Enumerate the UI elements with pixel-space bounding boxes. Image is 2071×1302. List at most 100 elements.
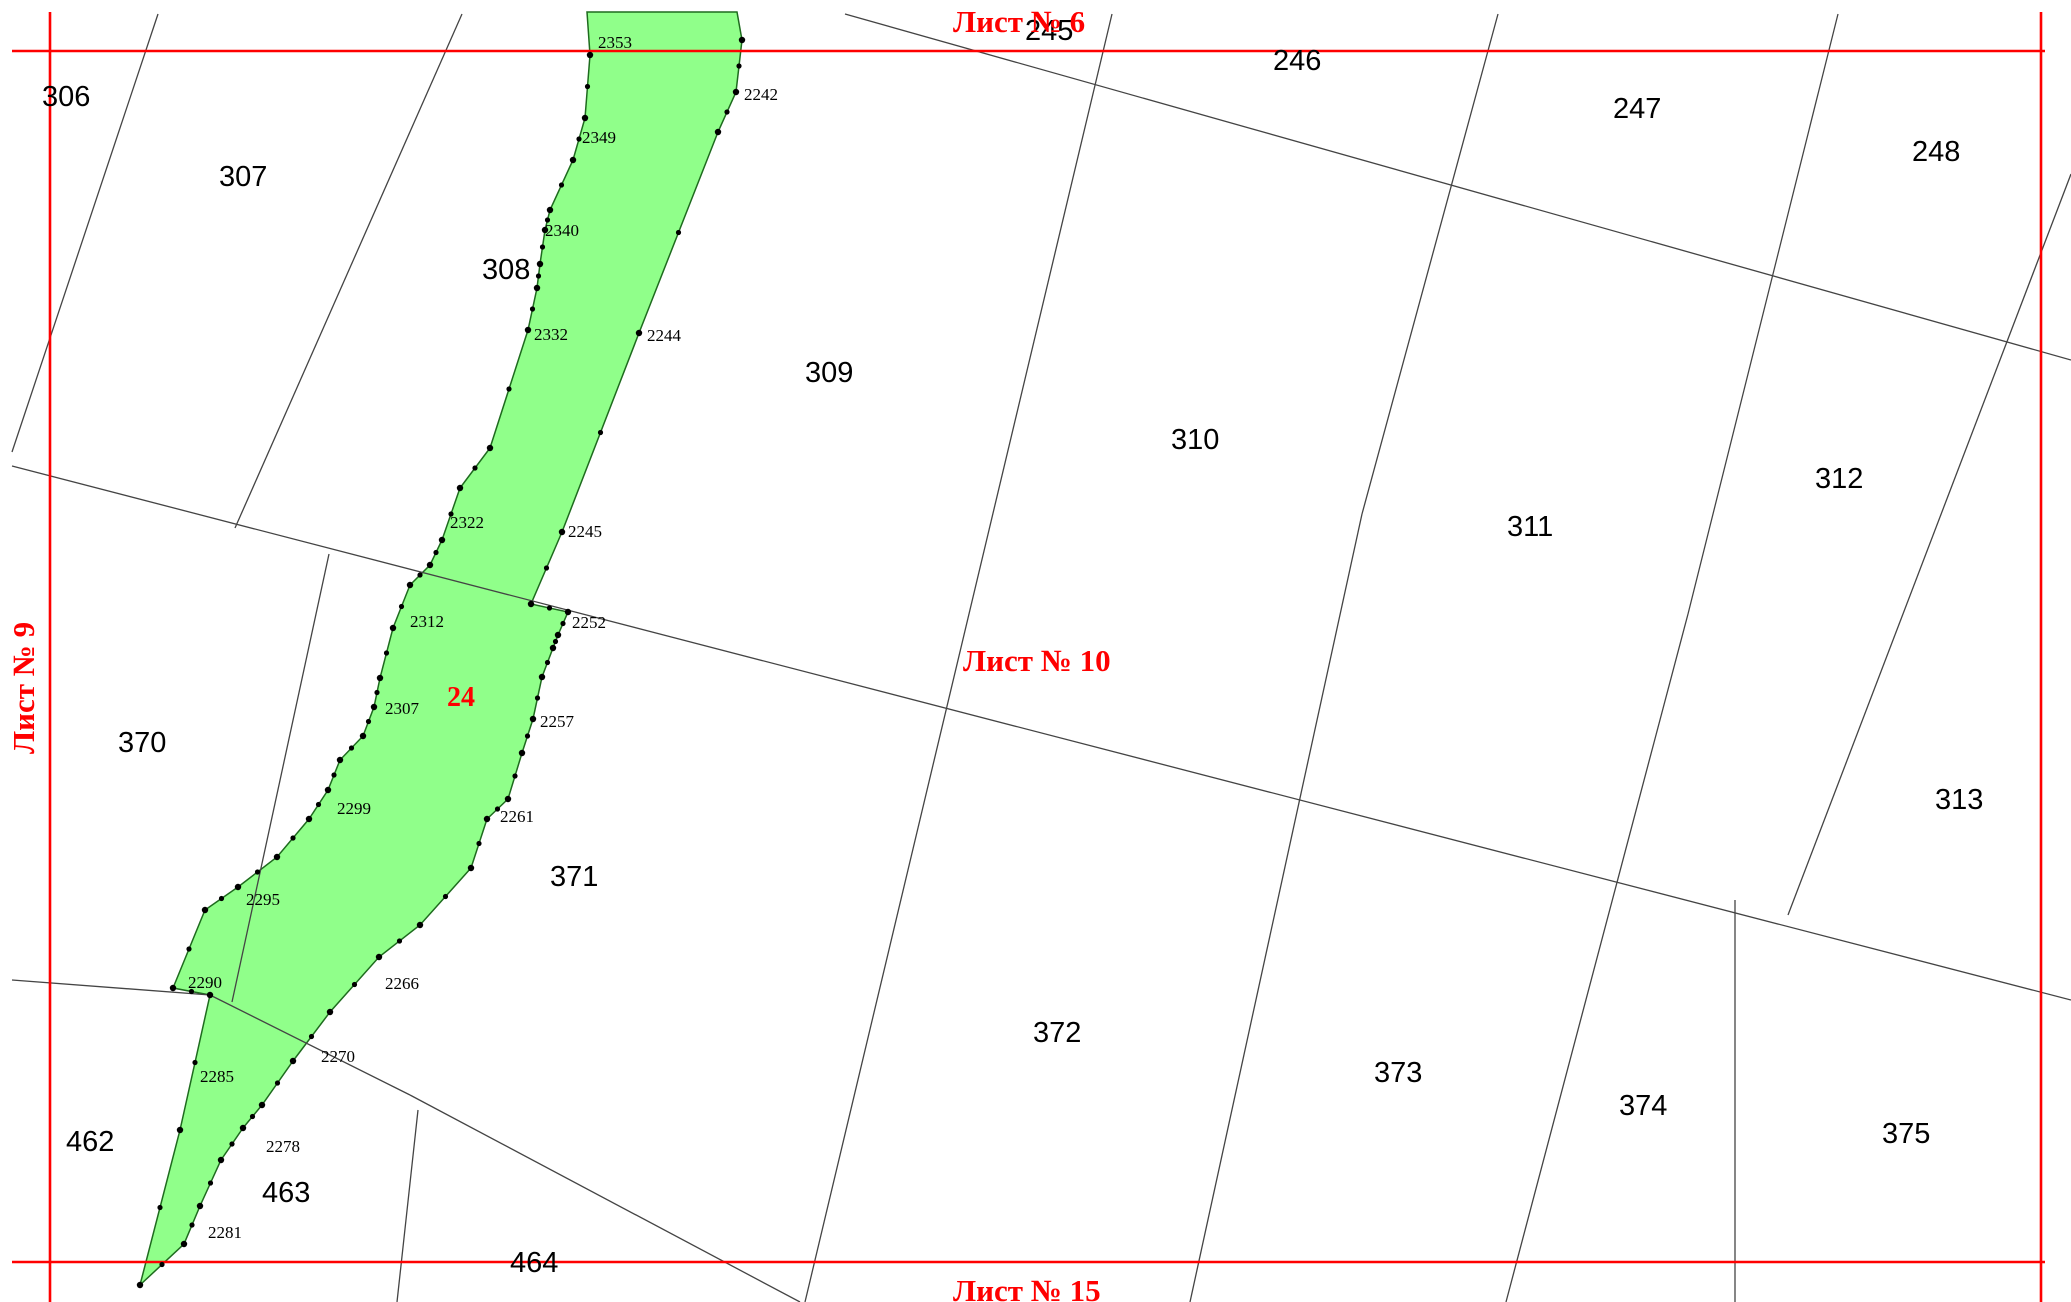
boundary-line xyxy=(11,465,2071,1001)
boundary-vertex xyxy=(539,244,546,250)
boundary-vertex xyxy=(217,1156,225,1164)
boundary-vertex xyxy=(438,536,446,544)
boundary-vertex xyxy=(456,484,464,492)
boundary-vertex xyxy=(249,1113,256,1120)
boundary-vertex xyxy=(581,114,589,122)
boundary-vertex xyxy=(176,1126,184,1134)
zone-label: 24 xyxy=(447,682,475,713)
boundary-vertex xyxy=(558,528,566,536)
boundary-vertex xyxy=(533,284,541,292)
boundary-vertex xyxy=(157,1204,163,1211)
boundary-vertex xyxy=(586,51,594,59)
sheet-label-top: Лист № 6 xyxy=(953,4,1085,39)
boundary-vertex xyxy=(732,88,740,96)
parcel-label: 464 xyxy=(510,1247,558,1279)
boundary-line xyxy=(396,1109,419,1302)
boundary-vertex xyxy=(416,921,424,929)
boundary-vertex xyxy=(324,786,332,794)
boundary-vertex xyxy=(273,853,281,861)
point-label: 2242 xyxy=(744,85,778,104)
boundary-vertex xyxy=(576,136,582,142)
point-label: 2244 xyxy=(647,326,682,345)
point-label: 2252 xyxy=(572,613,606,632)
parcel-label: 313 xyxy=(1935,784,1983,816)
parcel-label: 306 xyxy=(42,81,90,113)
boundary-vertex xyxy=(476,840,482,847)
boundary-vertex xyxy=(486,444,494,452)
point-label: 2261 xyxy=(500,807,534,826)
boundary-vertex xyxy=(417,572,423,578)
boundary-vertex xyxy=(736,63,742,69)
boundary-vertex xyxy=(180,1240,188,1248)
boundary-vertex xyxy=(383,650,390,656)
boundary-vertex xyxy=(541,226,549,234)
boundary-vertices xyxy=(136,36,746,1289)
boundary-vertex xyxy=(376,674,384,682)
point-label: 2290 xyxy=(188,973,222,992)
boundary-line xyxy=(209,994,411,1096)
boundary-vertex xyxy=(159,1261,165,1268)
point-label: 2285 xyxy=(200,1067,234,1086)
sheet-label-center: Лист № 10 xyxy=(963,643,1111,678)
point-label: 2312 xyxy=(410,612,444,631)
boundary-vertex xyxy=(714,128,722,136)
boundary-vertex xyxy=(524,733,531,739)
parcel-label: 247 xyxy=(1613,93,1661,125)
boundary-vertex xyxy=(675,229,682,236)
boundary-vertex xyxy=(305,815,313,823)
boundary-line xyxy=(1361,13,1499,515)
boundary-vertex xyxy=(348,745,355,751)
boundary-vertex xyxy=(512,773,518,779)
boundary-vertex xyxy=(544,217,551,223)
point-label: 2270 xyxy=(321,1047,355,1066)
point-label: 2278 xyxy=(266,1137,300,1156)
point-label: 2307 xyxy=(385,699,420,718)
boundary-vertex xyxy=(433,549,439,556)
zone-24-area[interactable] xyxy=(138,11,743,1288)
boundary-vertex xyxy=(370,703,378,711)
boundary-vertex xyxy=(239,1124,247,1132)
boundary-vertex xyxy=(738,36,746,44)
parcel-label: 246 xyxy=(1273,45,1321,77)
boundary-vertex xyxy=(229,1141,235,1147)
boundary-vertex xyxy=(467,864,475,872)
point-labels: 2353 2242 2349 2340 2332 2244 2322 2245 … xyxy=(188,33,778,1242)
boundary-vertex xyxy=(584,83,591,90)
point-label: 2266 xyxy=(385,974,419,993)
boundary-vertex xyxy=(544,659,551,666)
boundary-vertex xyxy=(426,561,434,569)
boundary-line xyxy=(844,13,2071,361)
boundary-vertex xyxy=(535,273,542,279)
parcel-label: 463 xyxy=(262,1177,310,1209)
point-label: 2322 xyxy=(450,513,484,532)
boundary-line xyxy=(11,979,211,996)
boundary-vertex xyxy=(442,893,449,900)
parcel-label: 309 xyxy=(805,357,853,389)
parcel-label: 374 xyxy=(1619,1090,1667,1122)
boundary-vertex xyxy=(546,605,553,611)
boundary-vertex xyxy=(374,689,380,696)
boundary-vertex xyxy=(365,718,372,725)
boundary-vertex xyxy=(534,695,541,701)
boundary-vertex xyxy=(448,511,454,517)
boundary-vertex xyxy=(336,756,344,764)
boundary-vertex xyxy=(192,1059,198,1066)
point-label: 2281 xyxy=(208,1223,242,1242)
boundary-vertex xyxy=(375,953,383,961)
boundary-vertex xyxy=(597,429,604,436)
point-label: 2353 xyxy=(598,33,632,52)
boundary-line xyxy=(1687,13,1839,615)
point-label: 2340 xyxy=(545,221,579,240)
boundary-vertex xyxy=(290,835,296,841)
boundary-vertex xyxy=(724,109,730,115)
boundary-vertex xyxy=(188,988,195,995)
boundary-vertex xyxy=(258,1101,266,1109)
point-label: 2299 xyxy=(337,799,371,818)
point-label: 2245 xyxy=(568,522,602,541)
boundary-vertex xyxy=(564,608,572,616)
boundary-vertex xyxy=(136,1281,144,1289)
parcel-label: 370 xyxy=(118,727,166,759)
boundary-vertex xyxy=(569,156,577,164)
boundary-vertex xyxy=(483,815,491,823)
point-label: 2349 xyxy=(582,128,616,147)
